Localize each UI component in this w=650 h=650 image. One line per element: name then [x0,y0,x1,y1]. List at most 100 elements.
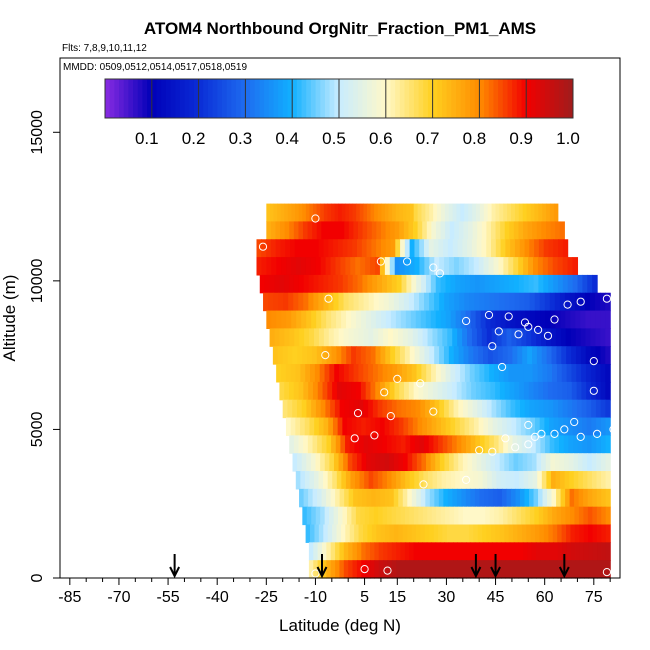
heatmap-cell [348,488,354,508]
heatmap-cell [293,381,300,401]
heatmap-cell [595,399,602,419]
heatmap-cell [321,310,327,329]
heatmap-cell [413,506,419,526]
heatmap-cell [450,310,457,329]
heatmap-cell [384,203,390,223]
colorbar-segment [451,79,457,118]
heatmap-cell [482,524,488,543]
heatmap-cell [434,346,440,365]
heatmap-cell [315,257,322,276]
heatmap-cell [538,399,545,419]
heatmap-cell [592,488,598,508]
heatmap-cell [290,417,296,436]
heatmap-cell [450,471,456,490]
heatmap-cell [396,399,402,419]
heatmap-cell [338,203,343,223]
x-tick-label: -85 [58,589,81,606]
heatmap-cell [583,542,589,561]
heatmap-cell [403,292,410,312]
heatmap-cell [303,435,309,454]
colorbar-segment [498,79,504,118]
heatmap-cell [399,346,406,365]
heatmap-cell [332,471,338,490]
heatmap-cell [453,257,460,276]
heatmap-cell [532,364,539,383]
heatmap-cell [507,346,514,365]
flight-arrow [316,554,328,579]
heatmap-cell [378,328,384,347]
heatmap-cell [292,346,298,365]
heatmap-cell [488,257,495,276]
heatmap-cell [527,453,533,472]
x-tick-label: 30 [438,589,456,606]
heatmap-cell [542,488,548,508]
heatmap-cell [424,257,430,276]
heatmap-cell [517,346,523,365]
heatmap-cell [469,364,476,383]
heatmap-cell [427,506,433,526]
heatmap-cell [329,364,335,383]
heatmap-cell [492,542,498,561]
heatmap-cell [392,203,397,223]
heatmap-cell [509,542,515,561]
colorbar-segment [226,79,232,118]
heatmap-cell [347,239,353,258]
heatmap-cell [316,346,323,365]
heatmap-cell [303,274,310,294]
heatmap-cell [468,346,474,365]
heatmap-cell [559,221,565,240]
heatmap-cell [476,328,483,347]
heatmap-cell [545,310,551,329]
observation-point [570,417,579,427]
heatmap-cell [358,399,364,419]
colorbar-segment [137,79,143,118]
heatmap-cell [497,417,503,436]
heatmap-cell [447,239,454,258]
heatmap-cell [353,221,359,240]
heatmap-cell [419,257,425,276]
heatmap-cell [380,310,387,329]
heatmap-cell [426,221,432,240]
heatmap-cell [544,417,550,436]
heatmap-cell [346,310,352,329]
heatmap-cell [401,399,407,419]
heatmap-cell [429,524,435,543]
heatmap-cell [544,560,550,579]
colorbar-frame [104,78,574,119]
heatmap-cell [523,381,530,401]
heatmap-cell [576,381,583,401]
heatmap-cell [605,488,611,508]
heatmap-cell [298,203,303,223]
heatmap-cell [355,257,361,276]
colorbar-tick-label: 1.0 [556,129,580,148]
heatmap-cell [491,328,498,347]
heatmap-cell [404,239,411,258]
heatmap-cell [346,381,352,401]
heatmap-cell [339,399,345,419]
heatmap-cell [450,417,456,436]
heatmap-cell [575,560,581,579]
colorbar-segment [184,79,190,118]
heatmap-cell [356,542,362,561]
heatmap-cell [398,524,404,543]
heatmap-cell [588,524,594,543]
heatmap-cell [510,488,517,508]
heatmap-cell [411,524,417,543]
heatmap-cell [320,203,325,223]
heatmap-cell [528,381,535,401]
heatmap-cell [345,257,351,276]
heatmap-cell [342,274,349,294]
heatmap-cell [547,364,553,383]
heatmap-cell [442,328,448,347]
heatmap-cell [409,346,416,365]
heatmap-cell [554,435,560,454]
heatmap-cell [448,203,454,223]
heatmap-cell [525,417,531,436]
heatmap-cell [304,328,310,347]
heatmap-cell [566,524,572,543]
heatmap-cell [460,364,466,383]
heatmap-cell [605,435,611,454]
heatmap-cell [390,346,396,365]
heatmap-cell [528,274,535,294]
heatmap-cell [347,417,353,436]
